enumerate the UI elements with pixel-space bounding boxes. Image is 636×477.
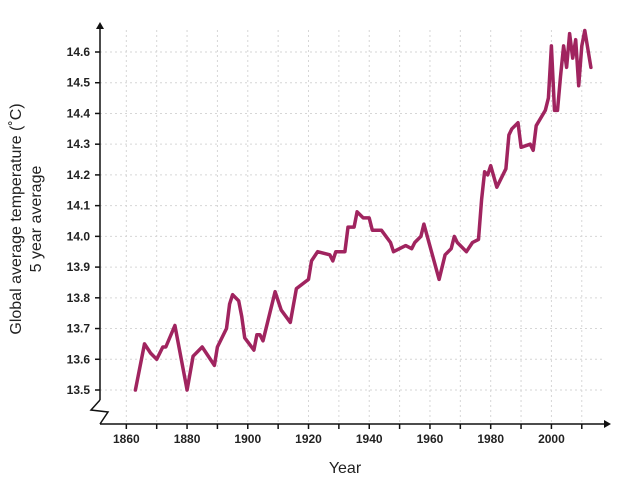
x-tick-label: 1860: [113, 432, 140, 446]
y-axis-break-symbol: [89, 399, 110, 425]
y-tick-label: 13.9: [67, 260, 91, 274]
y-ticks: 13.5 13.6 13.7 13.8 13.9 14.0 14.1 14.2 14.3 14.4…: [67, 45, 100, 397]
y-tick-label: 14.1: [67, 199, 91, 213]
x-tick-label: 1900: [234, 432, 261, 446]
x-ticks: 1860 1880 1900 1920 1940 1960 1980 2000: [113, 424, 583, 446]
y-axis-title-line2: 5 year average: [28, 166, 45, 273]
x-axis-title: Year: [329, 460, 362, 477]
y-tick-label: 14.5: [67, 76, 91, 90]
y-tick-label: 13.8: [67, 291, 91, 305]
x-tick-label: 1960: [417, 432, 444, 446]
y-tick-label: 13.6: [67, 352, 91, 366]
y-tick-label: 14.6: [67, 45, 91, 59]
x-tick-label: 1880: [174, 432, 201, 446]
x-axis-arrow-icon: [604, 420, 611, 428]
y-axis-arrow-icon: [96, 22, 104, 29]
y-tick-label: 13.7: [67, 322, 91, 336]
x-tick-label: 1940: [356, 432, 383, 446]
grid: [100, 30, 605, 424]
y-tick-label: 14.4: [67, 106, 91, 120]
y-tick-label: 14.2: [67, 168, 91, 182]
x-tick-label: 1920: [295, 432, 322, 446]
temperature-series-line: [133, 28, 593, 392]
y-tick-label: 14.0: [67, 229, 91, 243]
y-axis-title-line1: Global average temperature (˚C): [8, 103, 25, 334]
x-tick-label: 1980: [477, 432, 504, 446]
y-tick-label: 13.5: [67, 383, 91, 397]
y-tick-label: 14.3: [67, 137, 91, 151]
x-tick-label: 2000: [538, 432, 565, 446]
